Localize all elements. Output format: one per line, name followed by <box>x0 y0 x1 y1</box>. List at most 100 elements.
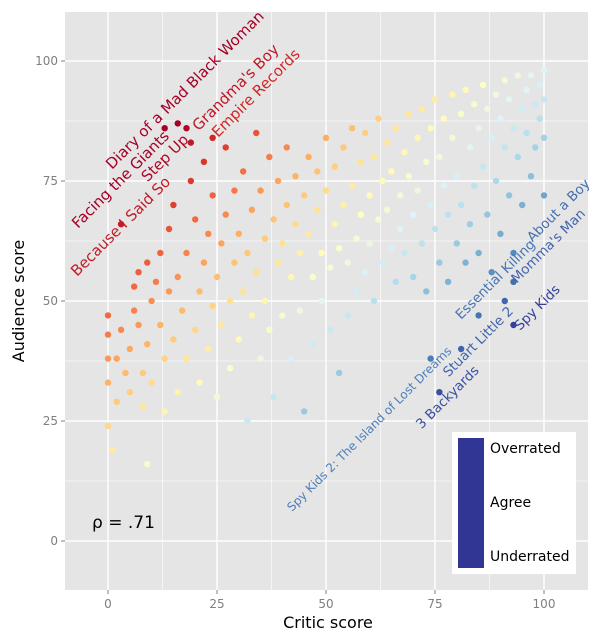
x-tick-label: 100 <box>533 597 556 611</box>
data-point <box>396 225 404 233</box>
data-point <box>457 345 465 353</box>
data-point <box>218 321 225 329</box>
data-point <box>183 355 190 362</box>
data-point <box>492 91 500 98</box>
data-point <box>187 139 195 146</box>
data-point <box>174 389 181 396</box>
y-axis-title: Audience score <box>9 240 28 362</box>
data-point <box>104 355 112 362</box>
data-point <box>261 235 269 242</box>
data-point <box>270 393 277 401</box>
data-point <box>449 134 456 141</box>
data-point <box>253 129 260 137</box>
legend-colorbar <box>458 438 484 568</box>
legend-label-agree: Agree <box>490 495 531 511</box>
data-point <box>440 182 447 189</box>
data-point <box>279 312 286 319</box>
data-point <box>135 269 142 276</box>
data-point <box>488 269 495 276</box>
data-point <box>514 72 522 79</box>
data-point <box>510 278 517 285</box>
data-point <box>226 297 234 305</box>
data-point <box>405 110 413 118</box>
data-point <box>283 144 290 151</box>
data-point <box>239 168 247 175</box>
data-point <box>266 153 273 161</box>
data-point <box>257 187 264 194</box>
data-point <box>283 201 290 209</box>
data-point <box>335 245 343 252</box>
data-point <box>427 125 434 132</box>
data-point <box>375 216 382 223</box>
data-point <box>357 211 365 218</box>
data-point <box>519 105 526 113</box>
data-point <box>497 115 504 122</box>
data-point <box>514 153 522 161</box>
data-point <box>392 278 399 285</box>
data-point <box>209 134 216 141</box>
data-point <box>466 144 474 151</box>
data-point <box>244 249 251 257</box>
data-point <box>340 144 347 151</box>
data-point <box>187 177 195 185</box>
data-point <box>309 341 317 348</box>
data-point <box>130 283 138 290</box>
data-point <box>305 230 312 237</box>
y-tick-label: 50 <box>43 294 58 308</box>
data-point <box>122 369 129 377</box>
x-tick-label: 50 <box>318 597 333 611</box>
data-point <box>444 211 452 218</box>
legend: Overrated Agree Underrated <box>452 432 576 574</box>
data-point <box>423 288 430 295</box>
data-point <box>523 129 530 137</box>
data-point <box>379 259 386 266</box>
data-point <box>148 297 155 305</box>
data-point <box>353 235 360 242</box>
data-point <box>505 96 513 103</box>
data-point <box>431 96 439 103</box>
data-point <box>453 240 460 247</box>
data-point <box>527 173 535 180</box>
data-point <box>370 153 378 161</box>
data-point <box>318 297 325 305</box>
data-point <box>235 336 242 343</box>
data-point <box>366 240 373 247</box>
legend-label-overrated: Overrated <box>490 441 561 457</box>
data-point <box>235 230 242 237</box>
data-point <box>340 201 347 209</box>
data-point <box>401 249 408 257</box>
data-point <box>183 249 190 257</box>
data-point <box>396 192 404 199</box>
data-point <box>117 326 125 333</box>
data-point <box>457 110 465 118</box>
data-point <box>266 326 273 333</box>
data-point <box>274 259 282 266</box>
data-point <box>109 446 116 453</box>
data-point <box>104 422 112 429</box>
data-point <box>479 81 487 89</box>
data-point <box>113 398 120 405</box>
data-point <box>174 273 181 281</box>
data-point <box>527 72 535 79</box>
data-point <box>165 288 173 295</box>
data-point <box>157 321 164 329</box>
data-point <box>449 91 456 98</box>
y-tick-label: 0 <box>50 534 58 548</box>
data-point <box>436 389 443 396</box>
data-point <box>213 393 221 401</box>
data-point <box>205 345 212 353</box>
data-point <box>322 187 330 194</box>
data-point <box>405 173 413 180</box>
data-point <box>475 125 482 132</box>
data-point <box>327 326 334 333</box>
data-point <box>139 369 147 377</box>
data-point <box>331 163 338 170</box>
data-point <box>200 259 208 266</box>
data-point <box>139 403 147 410</box>
data-point <box>362 129 369 137</box>
y-tick-label: 75 <box>43 174 58 188</box>
data-point <box>318 249 325 257</box>
data-point <box>117 221 125 228</box>
data-point <box>209 192 216 199</box>
